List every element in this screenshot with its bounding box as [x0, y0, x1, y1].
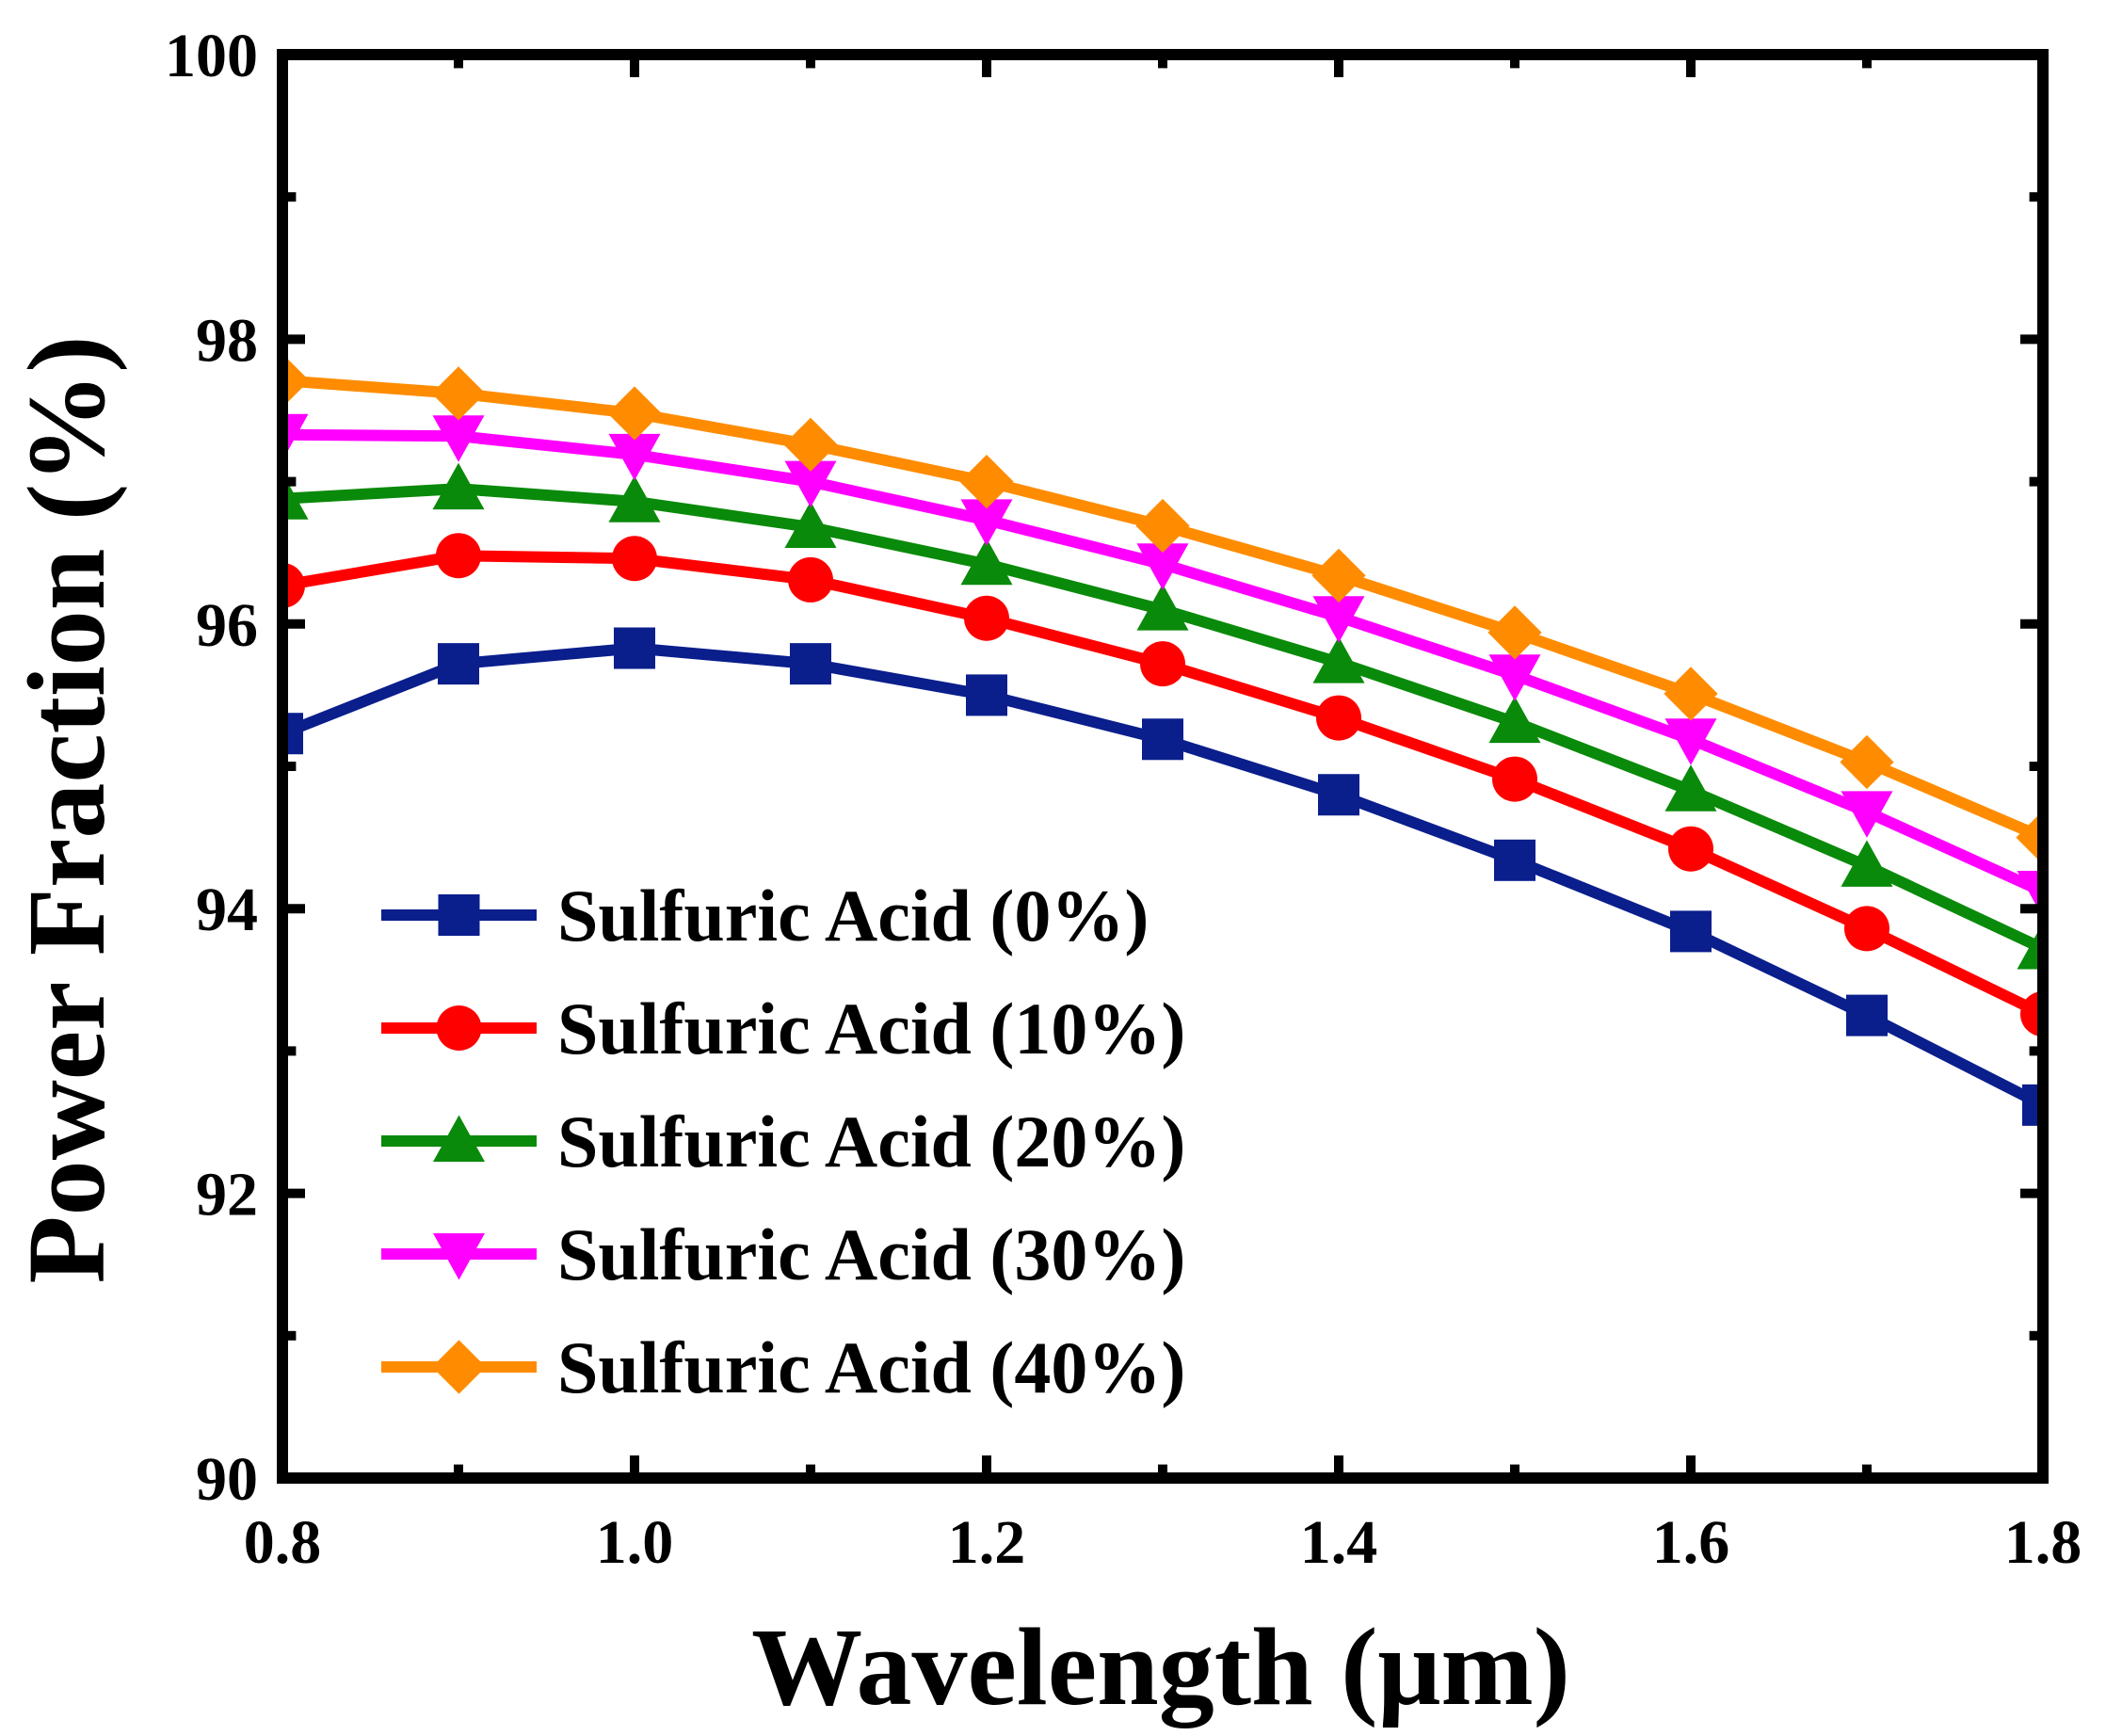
data-point — [1135, 498, 1190, 554]
series-4 — [282, 353, 2043, 865]
plot-area — [282, 353, 2043, 1126]
data-point — [608, 433, 661, 481]
data-point — [1316, 695, 1361, 741]
data-point — [1664, 667, 1718, 721]
legend-label: Sulfuric Acid (40%) — [557, 1326, 1185, 1408]
legend-item: Sulfuric Acid (20%) — [381, 1101, 1185, 1182]
data-point — [1318, 774, 1359, 816]
legend-item: Sulfuric Acid (40%) — [381, 1326, 1185, 1408]
data-point — [282, 353, 310, 408]
x-tick-label: 1.6 — [1652, 1508, 1730, 1577]
data-point — [282, 413, 309, 461]
data-point — [1136, 584, 1189, 631]
data-point — [1312, 596, 1365, 643]
data-point — [2017, 923, 2043, 970]
data-point — [432, 462, 485, 510]
y-tick-label: 94 — [196, 876, 258, 944]
data-point — [1846, 994, 1888, 1037]
y-tick-label: 100 — [165, 22, 258, 90]
data-point — [966, 674, 1007, 716]
data-point — [788, 556, 833, 603]
x-tick-label: 1.0 — [596, 1508, 674, 1577]
data-point — [1312, 636, 1365, 683]
y-tick-label: 98 — [196, 306, 258, 375]
x-tick-label: 0.8 — [244, 1508, 322, 1577]
data-point — [1142, 718, 1183, 761]
x-axis-label: Wavelength (μm) — [751, 1605, 1570, 1728]
legend-marker — [438, 894, 480, 936]
series-3 — [282, 413, 2043, 918]
x-tick-label: 1.4 — [1300, 1508, 1378, 1577]
data-point — [432, 415, 485, 462]
axes: 0.8 1.0 1.2 1.4 1.6 1.8 90 92 94 96 98 100 — [165, 22, 2082, 1577]
data-point — [1140, 641, 1185, 687]
data-point — [1841, 840, 1893, 887]
data-point — [2016, 811, 2043, 865]
data-point — [431, 366, 486, 421]
data-point — [614, 627, 655, 669]
data-point — [1488, 696, 1541, 744]
legend-item: Sulfuric Acid (30%) — [381, 1214, 1185, 1295]
data-point — [607, 386, 662, 441]
legend-label: Sulfuric Acid (10%) — [557, 988, 1185, 1069]
y-tick-label: 90 — [196, 1445, 258, 1514]
x-tick-label: 1.2 — [948, 1508, 1026, 1577]
data-point — [959, 455, 1014, 509]
data-point — [438, 643, 479, 685]
data-point — [1841, 791, 1893, 838]
data-point — [608, 475, 661, 522]
series-0 — [282, 627, 2043, 1126]
legend-item: Sulfuric Acid (0%) — [381, 875, 1149, 956]
legend-marker — [436, 1005, 482, 1051]
series-2 — [282, 462, 2043, 970]
y-tick-label: 92 — [196, 1161, 258, 1230]
data-point — [1844, 906, 1889, 952]
data-point — [960, 499, 1013, 546]
data-point — [1311, 548, 1366, 603]
data-point — [1664, 718, 1717, 765]
data-point — [784, 501, 837, 548]
data-point — [612, 536, 657, 582]
data-point — [1492, 756, 1537, 802]
data-point — [790, 643, 831, 685]
x-tick-label: 1.8 — [2004, 1508, 2082, 1577]
legend-label: Sulfuric Acid (0%) — [557, 875, 1149, 956]
y-tick-label: 96 — [196, 591, 258, 660]
legend-marker — [433, 1233, 485, 1280]
legend-marker — [431, 1340, 487, 1394]
data-point — [960, 538, 1013, 586]
data-point — [1487, 605, 1542, 660]
data-point — [436, 533, 481, 579]
data-point — [1840, 734, 1894, 790]
data-point — [1494, 839, 1535, 881]
legend-marker — [433, 1115, 485, 1162]
data-point — [964, 595, 1009, 641]
legend-label: Sulfuric Acid (20%) — [557, 1101, 1185, 1182]
legend: Sulfuric Acid (0%) Sulfuric Acid (10%) Sul… — [381, 875, 1185, 1408]
data-point — [784, 460, 837, 508]
data-point — [1488, 654, 1541, 701]
data-point — [1670, 910, 1712, 953]
y-axis-label: Power Fraction (%) — [5, 335, 128, 1283]
legend-item: Sulfuric Acid (10%) — [381, 988, 1185, 1069]
data-point — [1668, 826, 1713, 872]
data-point — [783, 417, 838, 472]
data-point — [1664, 764, 1717, 812]
legend-label: Sulfuric Acid (30%) — [557, 1214, 1185, 1295]
data-point — [1136, 543, 1189, 590]
